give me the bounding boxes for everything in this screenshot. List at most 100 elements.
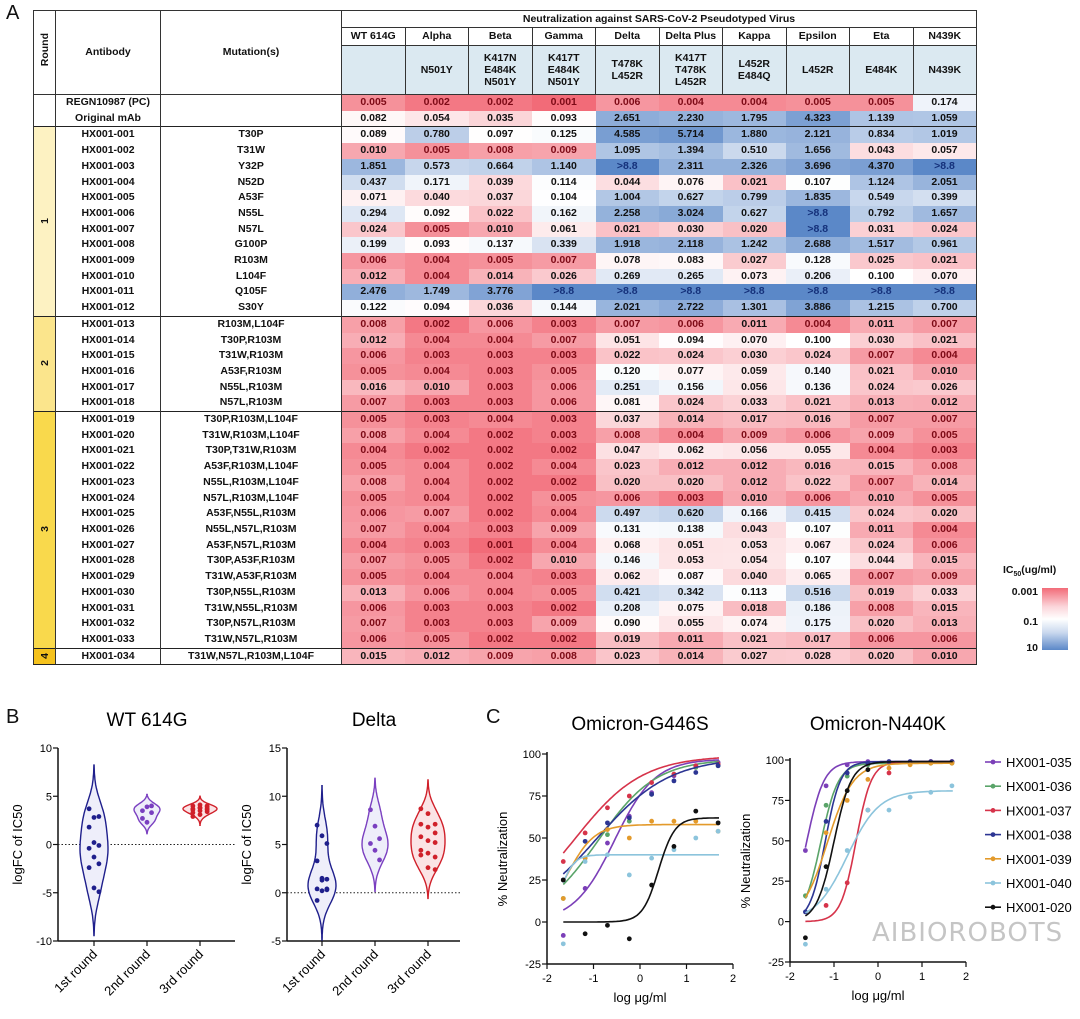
- ic50-cell: 1.851: [341, 158, 405, 175]
- ic50-cell: 0.005: [341, 411, 405, 428]
- antibody-mutations: T30P,A53F,R103M: [160, 553, 342, 570]
- ic50-cell: 2.476: [341, 284, 405, 301]
- ic50-cell: 4.323: [786, 110, 850, 127]
- y-tick-label: 15: [269, 743, 281, 755]
- ic50-cell: 0.004: [405, 363, 469, 380]
- table-row: 4 HX001-034 T31W,N57L,R103M,L104F 0.015 0.01…: [33, 647, 977, 666]
- ic50-cell: 0.001: [468, 537, 532, 554]
- ic50-cell: 0.003: [468, 521, 532, 538]
- data-point: [418, 852, 424, 858]
- fit-curve-hx001-040: [805, 790, 953, 914]
- data-point: [823, 864, 829, 870]
- data-point: [844, 798, 850, 803]
- x-tick-label: 0: [875, 971, 881, 983]
- ic50-cell: 0.008: [468, 143, 532, 159]
- ic50-cell: 0.792: [849, 205, 913, 222]
- ic50-cell: 0.008: [532, 647, 596, 666]
- ic50-cell: 0.007: [341, 395, 405, 412]
- data-point: [823, 903, 829, 908]
- ic50-cell: 0.055: [659, 616, 723, 632]
- ic50-cell: 0.342: [659, 584, 723, 601]
- x-tick-label: 3rd round: [156, 947, 206, 997]
- antibody-mutations: A53F,R103M,L104F: [160, 459, 342, 475]
- y-tick-label: 5: [46, 791, 52, 803]
- ic50-cell: 2.722: [659, 300, 723, 317]
- antibody-mutations: N55L,N57L,R103M: [160, 521, 342, 538]
- header-mutations: Mutation(s): [160, 10, 342, 95]
- heatmap-legend-title: IC50(ug/ml): [1003, 564, 1056, 578]
- antibody-mutations: N52D: [160, 174, 342, 191]
- x-tick-label: 1: [919, 971, 925, 983]
- ic50-cell: 0.399: [913, 190, 977, 206]
- ic50-cell: 0.175: [786, 616, 850, 632]
- ic50-cell: >8.8: [786, 205, 850, 222]
- data-point: [649, 882, 655, 888]
- variant-name: Eta: [849, 27, 914, 46]
- ic50-cell: 0.024: [659, 395, 723, 412]
- table-row: HX001-012 S30Y 0.122 0.094 0.036 0.144 2.021 2.…: [34, 300, 977, 317]
- antibody-mutations: T31W,A53F,R103M: [160, 569, 342, 585]
- ic50-cell: 0.003: [468, 616, 532, 632]
- ic50-cell: 0.009: [468, 647, 532, 666]
- ic50-cell: 0.004: [532, 459, 596, 475]
- round-cell-control: [33, 94, 56, 127]
- data-point: [844, 880, 850, 886]
- ic50-cell: 0.019: [595, 631, 659, 649]
- violin-1: [79, 764, 109, 937]
- ic50-cell: 0.021: [722, 174, 786, 191]
- x-tick-label: 2: [730, 973, 736, 985]
- ic50-cell: 0.021: [849, 363, 913, 380]
- variant-name: WT 614G: [341, 27, 406, 46]
- ic50-cell: 0.033: [722, 395, 786, 412]
- fit-curve-hx001-020: [563, 817, 719, 923]
- ic50-cell: 1.394: [659, 143, 723, 159]
- ic50-cell: 0.028: [786, 647, 850, 666]
- ic50-cell: 0.020: [722, 221, 786, 238]
- ic50-cell: 0.056: [722, 443, 786, 460]
- ic50-cell: 0.062: [659, 443, 723, 460]
- data-point: [418, 834, 424, 840]
- ic50-cell: 0.006: [913, 631, 977, 649]
- ic50-cell: 0.415: [786, 506, 850, 522]
- antibody-name: HX001-017: [55, 379, 161, 396]
- ic50-cell: 0.068: [595, 537, 659, 554]
- table-row: HX001-033 T31W,N57L,R103M 0.006 0.005 0.002 0…: [34, 631, 977, 649]
- ic50-cell: 1.656: [786, 143, 850, 159]
- variant-name: Delta: [595, 27, 660, 46]
- data-point: [865, 776, 871, 782]
- ic50-cell: 0.012: [913, 395, 977, 412]
- ic50-cell: 0.010: [405, 379, 469, 396]
- ic50-cell: 0.024: [849, 379, 913, 396]
- ic50-cell: 0.022: [468, 205, 532, 222]
- ic50-cell: 0.206: [786, 268, 850, 285]
- ic50-cell: 0.051: [659, 537, 723, 554]
- antibody-mutations: A53F,N57L,R103M: [160, 537, 342, 554]
- ic50-cell: >8.8: [913, 284, 977, 301]
- ic50-cell: 0.020: [849, 616, 913, 632]
- data-point: [314, 886, 320, 892]
- ic50-cell: 0.008: [341, 427, 405, 444]
- legend-tick-high: 10: [1026, 642, 1038, 654]
- data-point: [907, 794, 913, 800]
- x-tick-label: 1st round: [279, 947, 328, 996]
- ic50-cell: 0.012: [341, 332, 405, 349]
- x-tick-label: 0: [637, 973, 643, 985]
- ic50-cell: 0.005: [913, 427, 977, 444]
- ic50-cell: 0.961: [913, 237, 977, 254]
- data-point: [324, 841, 330, 846]
- antibody-mutations: T31W: [160, 143, 342, 159]
- ic50-cell: 0.075: [659, 600, 723, 617]
- ic50-cell: 0.339: [532, 237, 596, 254]
- variant-name: N439K: [912, 27, 977, 46]
- ic50-cell: 0.007: [849, 348, 913, 364]
- ic50-cell: 0.033: [913, 584, 977, 601]
- ic50-cell: 1.139: [849, 110, 913, 127]
- antibody-name: HX001-029: [55, 569, 161, 585]
- chart-title: Omicron-G446S: [571, 714, 708, 735]
- antibody-name: HX001-007: [55, 221, 161, 238]
- ic50-cell: 0.013: [341, 584, 405, 601]
- antibody-name: HX001-019: [55, 411, 161, 428]
- ic50-cell: 0.006: [786, 427, 850, 444]
- header-neutralization-title: Neutralization against SARS-CoV-2 Pseudo…: [341, 10, 977, 28]
- ic50-cell: 0.294: [341, 205, 405, 222]
